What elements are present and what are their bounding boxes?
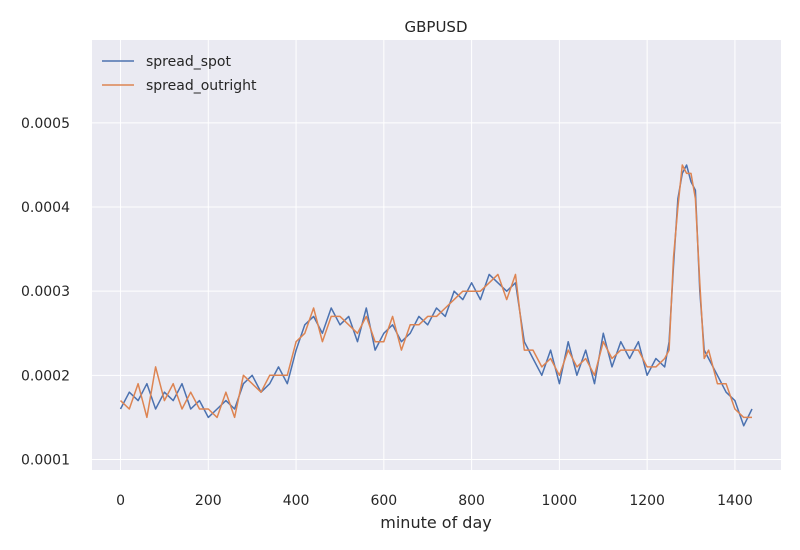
series-line-spread-outright: [119, 164, 752, 419]
x-tick-label: 200: [195, 493, 222, 509]
legend: spread_spot spread_outright: [102, 54, 257, 94]
y-tick-label: 0.0002: [21, 368, 70, 384]
y-tick-label: 0.0005: [21, 116, 70, 132]
legend-label-spread-outright: spread_outright: [146, 78, 257, 94]
x-tick-label: 1000: [542, 493, 578, 509]
series-layer: [119, 164, 753, 427]
y-tick-label: 0.0001: [21, 452, 70, 468]
x-tick-label: 600: [370, 493, 397, 509]
y-tick-label: 0.0003: [21, 284, 70, 300]
x-tick-label: 400: [283, 493, 310, 509]
chart-title: GBPUSD: [404, 18, 467, 36]
y-axis-ticks: 0.0001 0.0002 0.0003 0.0004 0.0005: [21, 116, 70, 469]
legend-label-spread-spot: spread_spot: [146, 54, 231, 70]
grid-lines: [92, 40, 781, 470]
x-tick-label: 1200: [629, 493, 665, 509]
x-tick-label: 800: [458, 493, 485, 509]
y-tick-label: 0.0004: [21, 200, 70, 216]
plot-area: [92, 40, 781, 470]
x-tick-label: 0: [116, 493, 125, 509]
x-axis-label: minute of day: [380, 513, 491, 532]
x-tick-label: 1400: [717, 493, 753, 509]
x-axis-ticks: 0 200 400 600 800 1000 1200 1400: [116, 493, 753, 509]
